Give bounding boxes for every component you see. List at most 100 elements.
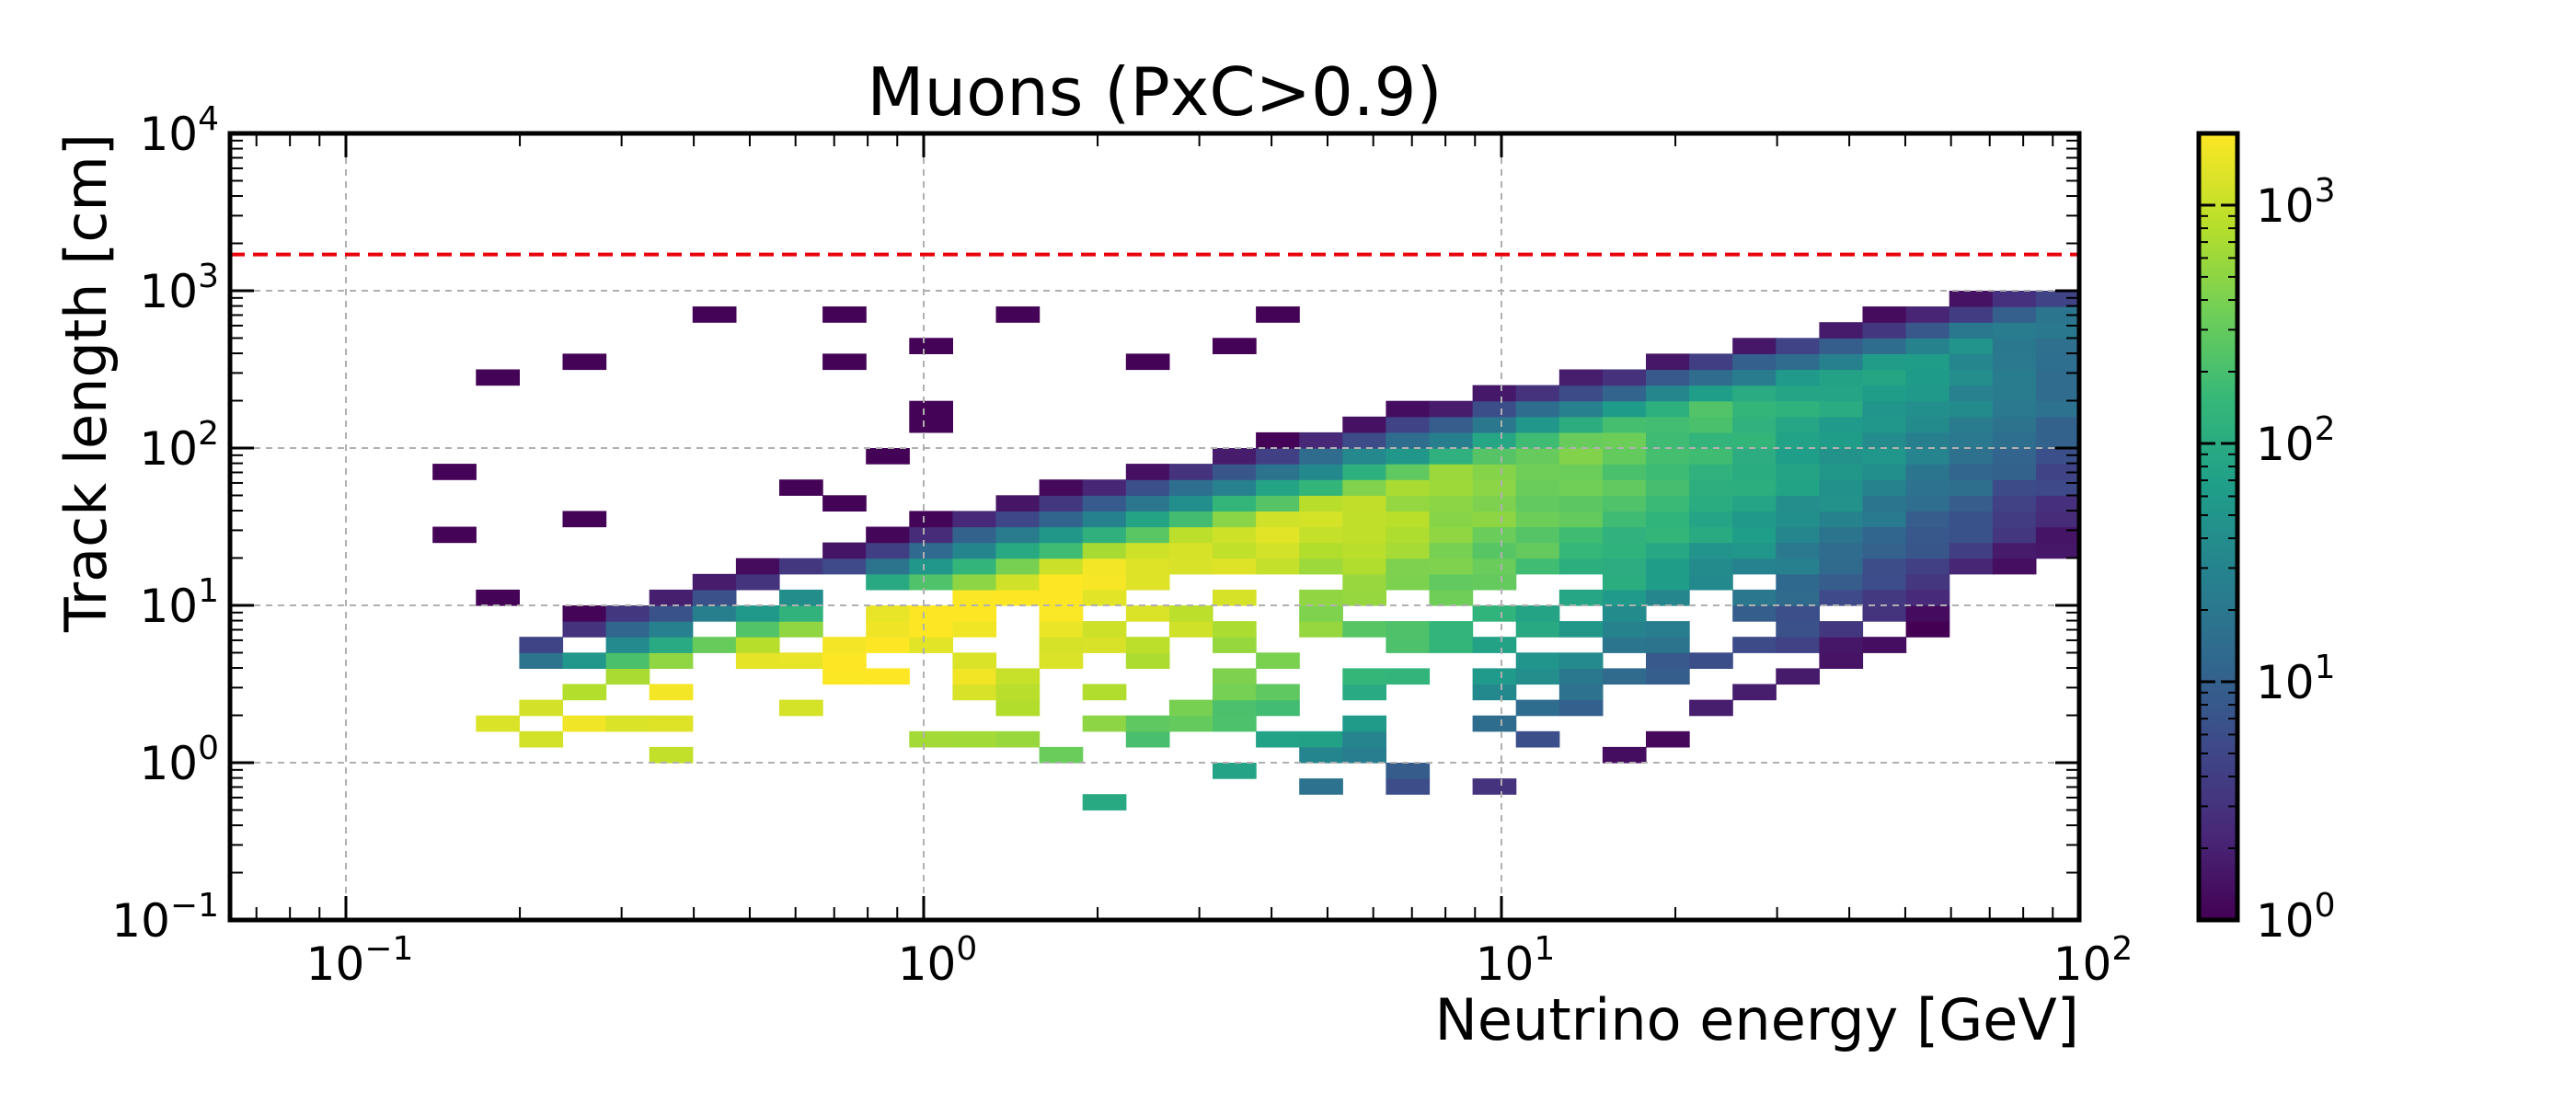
heatmap-cell xyxy=(1082,511,1127,528)
heatmap-cell xyxy=(1168,558,1213,575)
heatmap-cell xyxy=(1862,338,1907,354)
colorbar-tick-label: 103 xyxy=(2256,172,2336,233)
heatmap-cell xyxy=(1342,464,1386,480)
heatmap-cell xyxy=(2035,495,2079,512)
heatmap-cell xyxy=(1386,526,1431,544)
heatmap-cell xyxy=(1082,621,1127,638)
heatmap-cell xyxy=(1646,730,1690,748)
heatmap-cell xyxy=(1256,495,1300,512)
heatmap-cell xyxy=(1776,353,1820,371)
heatmap-cells xyxy=(432,291,2079,811)
heatmap-cell xyxy=(476,715,520,732)
heatmap-cell xyxy=(1905,605,1950,622)
heatmap-cell xyxy=(1039,558,1084,575)
heatmap-cell xyxy=(909,416,953,433)
heatmap-cell xyxy=(1299,746,1343,764)
heatmap-cell xyxy=(432,526,477,544)
heatmap-cell xyxy=(1776,605,1820,622)
heatmap-cell xyxy=(1342,715,1386,732)
heatmap-cell xyxy=(995,684,1041,701)
heatmap-cell xyxy=(1213,338,1257,354)
heatmap-cell xyxy=(1905,369,1950,386)
heatmap-cell xyxy=(1732,558,1777,575)
heatmap-cell xyxy=(1992,558,2037,575)
heatmap-cell xyxy=(1646,652,1690,669)
heatmap-cell xyxy=(1299,542,1343,559)
heatmap-cell xyxy=(1299,495,1343,512)
heatmap-cell xyxy=(1342,526,1386,544)
heatmap-cell xyxy=(995,589,1041,606)
heatmap-cell xyxy=(1125,605,1170,622)
heatmap-cell xyxy=(1472,605,1517,622)
heatmap-cell xyxy=(1819,338,1864,354)
heatmap-cell xyxy=(1213,668,1257,685)
heatmap-cell xyxy=(995,699,1041,717)
heatmap-cell xyxy=(692,589,737,606)
heatmap-cell xyxy=(1082,637,1127,653)
heatmap-cell xyxy=(1386,400,1431,418)
heatmap-cell xyxy=(866,621,910,638)
heatmap-cell xyxy=(1429,573,1474,591)
heatmap-cell xyxy=(866,558,910,575)
heatmap-cell xyxy=(1256,542,1300,559)
heatmap-cell xyxy=(1689,699,1733,717)
heatmap-cell xyxy=(1602,416,1647,433)
heatmap-cell xyxy=(1125,715,1170,732)
heatmap-cell xyxy=(1646,558,1690,575)
heatmap-cell xyxy=(779,699,823,717)
colorbar-ticks: 100 101 102 103 xyxy=(2199,132,2336,948)
heatmap-cell xyxy=(1905,542,1950,559)
heatmap-cell xyxy=(952,730,997,748)
heatmap-cell xyxy=(1732,511,1777,528)
heatmap-cell xyxy=(1256,511,1300,528)
heatmap-cell xyxy=(1429,448,1474,465)
heatmap-cell xyxy=(1602,511,1647,528)
heatmap-cell xyxy=(1125,558,1170,575)
heatmap-cell xyxy=(1256,684,1300,701)
heatmap-cell xyxy=(1992,291,2037,307)
heatmap-cell xyxy=(1558,668,1604,685)
heatmap-cell xyxy=(1472,715,1517,732)
heatmap-cell xyxy=(1646,526,1690,544)
heatmap-cell xyxy=(1646,621,1690,638)
heatmap-cell xyxy=(1039,479,1084,496)
heatmap-cell xyxy=(1646,668,1690,685)
heatmap-cell xyxy=(1342,558,1386,575)
heatmap-cell xyxy=(562,715,607,732)
heatmap-cell xyxy=(1558,495,1604,512)
heatmap-cell xyxy=(952,621,997,638)
heatmap-cell xyxy=(1689,511,1733,528)
y-tick-label: 104 xyxy=(139,100,219,161)
heatmap-cell xyxy=(1299,464,1343,480)
heatmap-cell xyxy=(909,558,953,575)
heatmap-cell xyxy=(1905,338,1950,354)
heatmap-cell xyxy=(562,621,607,638)
heatmap-cell xyxy=(866,605,910,622)
heatmap-cell xyxy=(1862,322,1907,339)
heatmap-cell xyxy=(1515,605,1560,622)
heatmap-cell xyxy=(1039,605,1084,622)
heatmap-cell xyxy=(1558,652,1604,669)
y-axis-label: Track length [cm] xyxy=(52,133,120,633)
heatmap-cell xyxy=(1602,621,1647,638)
y-tick-label: 10−1 xyxy=(111,887,219,948)
heatmap-cell xyxy=(822,668,867,685)
heatmap-cell xyxy=(692,637,737,653)
heatmap-cell xyxy=(1992,353,2037,371)
heatmap-cell xyxy=(1776,448,1820,465)
heatmap-cell xyxy=(1776,637,1820,653)
heatmap-cell xyxy=(1992,542,2037,559)
heatmap-cell xyxy=(866,526,910,544)
heatmap-cell xyxy=(1689,652,1733,669)
heatmap-cell xyxy=(1082,558,1127,575)
heatmap-cell xyxy=(1602,369,1647,386)
y-tick-label: 102 xyxy=(139,415,219,476)
heatmap-cell xyxy=(1862,589,1907,606)
heatmap-cell xyxy=(1386,778,1431,795)
heatmap-cell xyxy=(2035,338,2079,354)
heatmap-cell xyxy=(952,542,997,559)
heatmap-cell xyxy=(1732,495,1777,512)
heatmap-cell xyxy=(1256,464,1300,480)
heatmap-cell xyxy=(1125,353,1170,371)
heatmap-cell xyxy=(1689,400,1733,418)
